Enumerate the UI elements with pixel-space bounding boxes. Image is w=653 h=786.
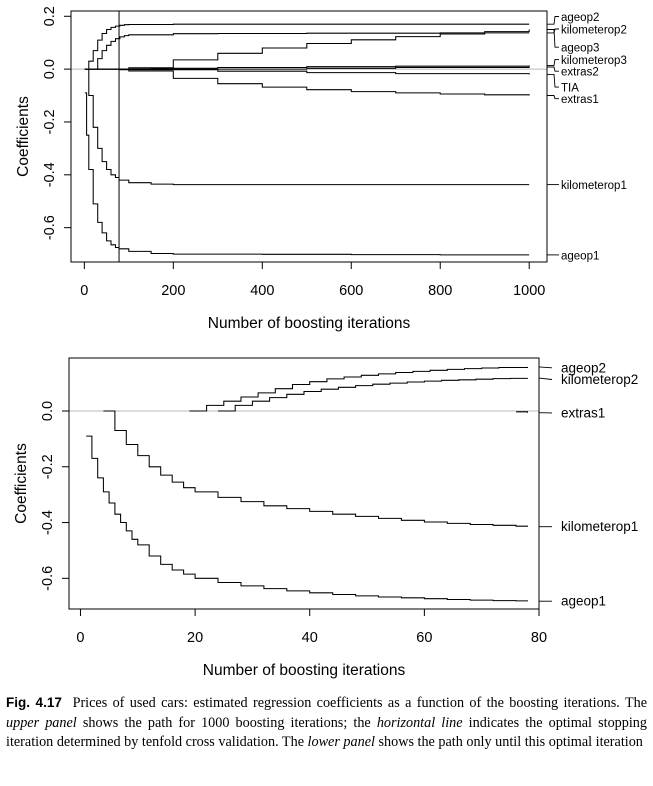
- series-line-extras1: [516, 411, 529, 413]
- y-tick-label: -0.4: [40, 510, 56, 535]
- series-line-extras1: [84, 68, 530, 96]
- x-tick-label: 0: [80, 283, 88, 299]
- y-axis-title: Coefficients: [13, 443, 30, 524]
- series-line-kilometerop1: [103, 410, 529, 527]
- series-label-connector: [547, 66, 559, 72]
- series-label-ageop2: ageop2: [561, 12, 599, 24]
- series-line-kilometerop2: [218, 377, 529, 412]
- series-label-extras1: extras1: [561, 94, 599, 106]
- y-tick-label: 0.2: [42, 6, 58, 26]
- figure-canvas: 0 200 400 600 800 10000.20.0-0.2-0.4-0.6Numbe…: [13, 6, 638, 679]
- x-axis-title: Number of boosting iterations: [208, 315, 411, 332]
- x-tick-label: 40: [302, 630, 318, 646]
- figure-caption: Fig. 4.17 Prices of used cars: estimated…: [6, 693, 647, 753]
- series-label-connector: [547, 29, 559, 48]
- x-axis-title: Number of boosting iterations: [203, 662, 406, 679]
- series-line-extras2: [84, 66, 530, 70]
- chart-panel-lower: 0 20 40 60 80 0.0 -0.2 -0.4 -0.6 Number of boosti…: [13, 357, 638, 679]
- chart-panel-upper: 0 200 400 600 800 1000 0.2 0.0 -0.2 -0.4 -0.6 Numbe…: [15, 6, 627, 332]
- series-label-connector: [547, 16, 559, 25]
- plot-frame: [68, 357, 540, 610]
- series-label-connector: [538, 366, 553, 369]
- y-tick-label: 0.0: [42, 59, 58, 79]
- x-tick-label: 60: [416, 630, 432, 646]
- series-label-kilometerop1: kilometerop1: [561, 180, 627, 192]
- series-line-ageop2: [189, 366, 529, 412]
- series-label-ageop3: ageop3: [561, 43, 599, 55]
- y-axis-title: Coefficients: [15, 96, 32, 177]
- x-tick-label: 0: [76, 630, 84, 646]
- series-label-connector: [547, 58, 559, 66]
- caption-run: shows the path only until this optimal i…: [374, 734, 643, 751]
- y-tick-label: 0.0: [40, 401, 56, 421]
- series-line-ageop2: [84, 23, 530, 70]
- series-label-extras1: extras1: [561, 405, 605, 420]
- series-label-connector: [547, 73, 559, 88]
- series-label-extras2: extras2: [561, 67, 599, 79]
- y-tick-label: -0.6: [42, 215, 58, 240]
- series-line-kilometerop1: [86, 68, 530, 186]
- series-label-tia: TIA: [561, 83, 579, 95]
- series-label-kilometerop2: kilometerop2: [561, 372, 638, 387]
- series-line-kilometerop2: [84, 32, 530, 70]
- x-tick-label: 800: [428, 283, 452, 299]
- series-line-kilometerop3: [84, 65, 530, 70]
- x-tick-label: 1000: [513, 283, 545, 299]
- series-label-connector: [538, 377, 553, 380]
- y-tick-label: -0.2: [42, 109, 58, 134]
- series-line-ageop1: [86, 435, 529, 602]
- series-label-ageop1: ageop1: [561, 250, 599, 262]
- series-line-tia: [84, 68, 530, 75]
- y-tick-label: -0.2: [40, 454, 56, 479]
- series-label-kilometerop3: kilometerop3: [561, 55, 627, 67]
- caption-emphasis: lower panel: [307, 734, 375, 751]
- series-line-ageop3: [84, 29, 530, 70]
- x-tick-label: 600: [339, 283, 363, 299]
- y-tick-label: -0.6: [40, 566, 56, 591]
- series-label-connector: [547, 95, 559, 100]
- x-tick-label: 400: [250, 283, 274, 299]
- series-label-ageop1: ageop1: [561, 594, 606, 609]
- caption-label: Fig. 4.17: [6, 695, 62, 710]
- y-tick-label: -0.4: [42, 162, 58, 187]
- x-tick-label: 20: [187, 630, 203, 646]
- caption-run: indicates the optimal stopping iteration…: [6, 714, 647, 751]
- x-tick-label: 80: [531, 630, 547, 646]
- series-label-kilometerop2: kilometerop2: [561, 24, 627, 36]
- series-label-kilometerop1: kilometerop1: [561, 519, 638, 534]
- series-label-ageop2: ageop2: [561, 360, 606, 375]
- caption-emphasis: upper panel: [6, 714, 77, 731]
- plot-frame: [70, 10, 548, 263]
- caption-emphasis: horizontal line: [376, 714, 463, 731]
- x-tick-label: 200: [161, 283, 185, 299]
- caption-text: Prices of used cars: estimated regressio…: [6, 695, 647, 750]
- series-line-ageop1: [84, 92, 530, 256]
- caption-run: Prices of used cars: estimated regressio…: [72, 695, 647, 711]
- caption-run: shows the path for 1000 boosting iterati…: [76, 714, 377, 731]
